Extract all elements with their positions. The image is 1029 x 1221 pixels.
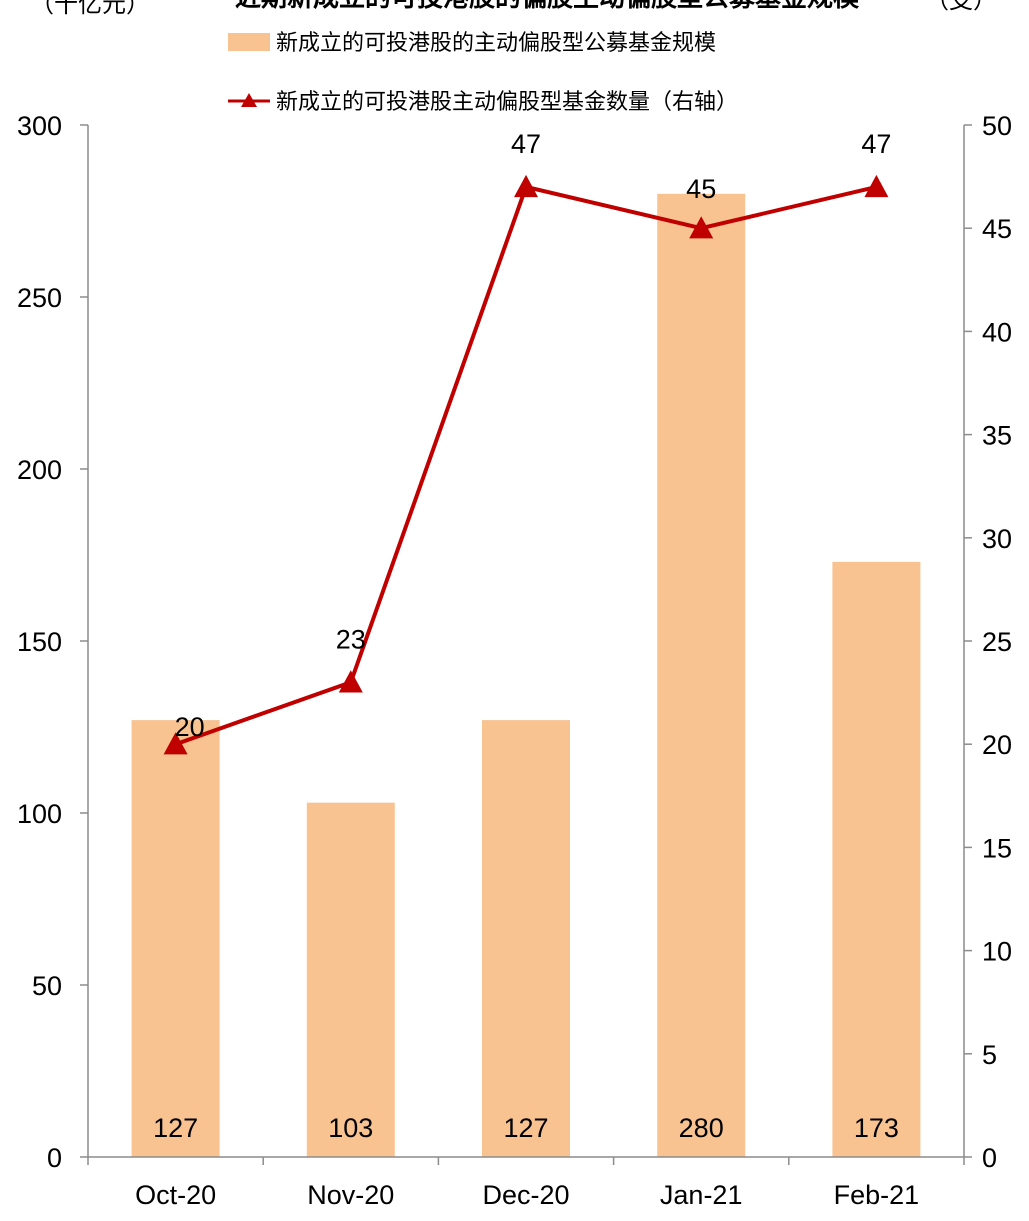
bar: [832, 561, 921, 1157]
line-marker: [514, 174, 538, 198]
line-marker: [864, 174, 889, 198]
left-y-tick-label: 250: [17, 283, 62, 313]
left-y-tick-label: 100: [17, 799, 62, 829]
right-y-tick-label: 35: [982, 421, 1012, 451]
right-y-tick-label: 40: [982, 317, 1012, 347]
x-tick-label: Feb-21: [834, 1180, 920, 1210]
right-axis-unit: （支）: [925, 0, 997, 14]
bar: [482, 720, 570, 1157]
left-y-tick-label: 50: [32, 971, 62, 1001]
line-data-label: 47: [511, 129, 541, 159]
bar: [657, 193, 746, 1158]
bar-data-label: 280: [679, 1113, 724, 1143]
bar-data-label: 127: [153, 1113, 198, 1143]
line-marker: [689, 216, 714, 239]
right-y-tick-label: 10: [982, 937, 1012, 967]
legend: 新成立的可投港股的主动偏股型公募基金规模 新成立的可投港股主动偏股型基金数量（右…: [228, 31, 738, 115]
right-y-tick-label: 45: [982, 214, 1012, 244]
line-data-label: 47: [861, 129, 891, 159]
bar: [306, 802, 395, 1157]
left-y-tick-label: 300: [17, 111, 62, 141]
bar-data-label: 173: [854, 1113, 899, 1143]
legend-swatch-bar: [228, 33, 270, 51]
left-y-tick-label: 150: [17, 627, 62, 657]
bar-data-label: 127: [503, 1113, 548, 1143]
right-y-tick-label: 25: [982, 627, 1012, 657]
x-tick-label: Nov-20: [307, 1180, 394, 1210]
x-tick-label: Oct-20: [135, 1180, 216, 1210]
right-y-tick-label: 30: [982, 524, 1012, 554]
line-data-label: 45: [686, 174, 716, 204]
count-line: [174, 184, 877, 747]
right-y-tick-label: 50: [982, 111, 1012, 141]
right-y-tick-label: 0: [982, 1143, 997, 1173]
line-data-label: 23: [336, 624, 366, 654]
right-y-tick-label: 5: [982, 1040, 997, 1070]
x-tick-label: Jan-21: [660, 1180, 743, 1210]
right-y-tick-label: 20: [982, 730, 1012, 760]
line-marker: [163, 732, 188, 755]
x-tick-label: Dec-20: [482, 1180, 569, 1210]
left-y-tick-label: 200: [17, 455, 62, 485]
left-y-tick-label: 0: [47, 1143, 62, 1173]
line-data-label: 20: [175, 712, 205, 742]
legend-swatch-marker: [241, 93, 257, 107]
line-marker: [338, 670, 363, 693]
left-axis-unit: （十亿元）: [30, 0, 150, 18]
chart-title: 近期新成立的可投港股的偏股主动偏股型公募基金规模: [235, 0, 860, 13]
bar-data-label: 103: [328, 1113, 373, 1143]
plot-area: 0 50 100 150 200 250 300 0 5 10 15 20 25 30 35 40 45 50 Oc…: [17, 111, 1012, 1210]
legend-label-line: 新成立的可投港股主动偏股型基金数量（右轴）: [276, 90, 738, 115]
bar: [131, 720, 220, 1157]
legend-label-bar: 新成立的可投港股的主动偏股型公募基金规模: [276, 31, 716, 56]
right-y-tick-label: 15: [982, 833, 1012, 863]
